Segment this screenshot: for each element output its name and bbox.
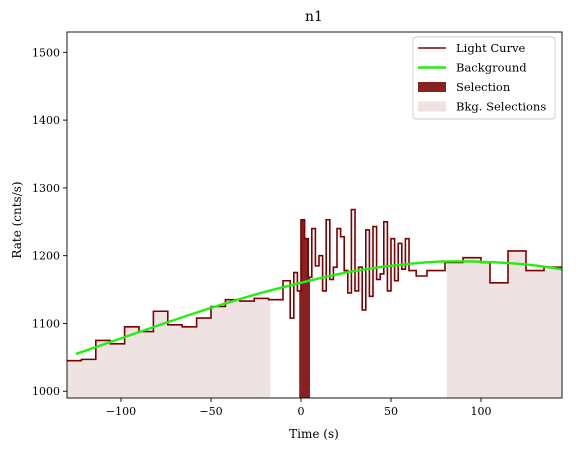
y-axis-label: Rate (cnts/s) bbox=[10, 181, 24, 258]
x-tick-label: 50 bbox=[384, 405, 398, 418]
y-tick-label: 1200 bbox=[32, 250, 60, 263]
chart-title: n1 bbox=[305, 9, 323, 25]
legend-swatch-2 bbox=[418, 82, 446, 92]
legend-box bbox=[412, 36, 556, 120]
y-tick-label: 1100 bbox=[32, 317, 60, 330]
y-tick-label: 1000 bbox=[32, 385, 60, 398]
light-curve-line bbox=[67, 208, 562, 362]
legend-label: Selection bbox=[456, 80, 511, 94]
x-tick-label: 0 bbox=[298, 405, 305, 418]
legend-swatch-3 bbox=[418, 101, 446, 112]
plot-area bbox=[67, 208, 562, 398]
background-line bbox=[75, 260, 562, 356]
legend-label: Light Curve bbox=[456, 41, 526, 55]
bkg-selection-region-2 bbox=[446, 250, 562, 398]
y-tick-label: 1400 bbox=[32, 114, 60, 127]
x-tick-label: −100 bbox=[106, 405, 136, 418]
x-axis-label: Time (s) bbox=[289, 427, 339, 441]
selection-region bbox=[299, 219, 310, 398]
x-tick-label: −50 bbox=[199, 405, 222, 418]
x-tick-label: 100 bbox=[471, 405, 492, 418]
chart-legend: Light Curve Background Selection Bkg. Selec… bbox=[412, 36, 556, 120]
y-tick-label: 1500 bbox=[32, 46, 60, 59]
legend-label: Background bbox=[456, 61, 527, 75]
bkg-selection-region-1 bbox=[67, 298, 271, 398]
legend-label: Bkg. Selections bbox=[456, 100, 546, 114]
plot-frame bbox=[66, 31, 563, 399]
y-tick-label: 1300 bbox=[32, 182, 60, 195]
